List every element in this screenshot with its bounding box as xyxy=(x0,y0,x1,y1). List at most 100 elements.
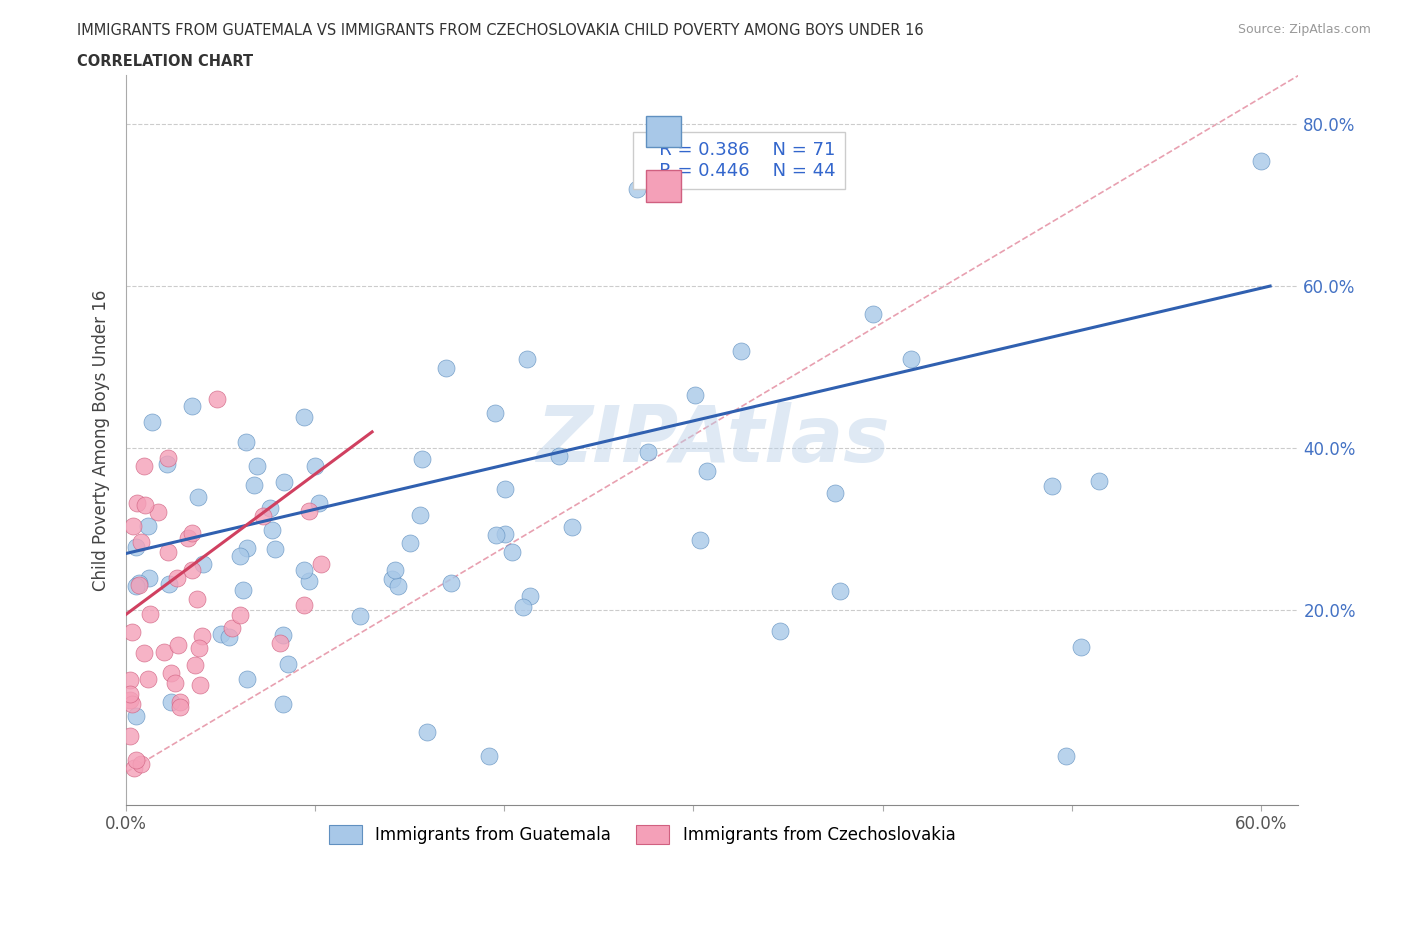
Point xyxy=(626,181,648,196)
Point xyxy=(134,498,156,512)
Point xyxy=(146,505,169,520)
Point xyxy=(308,495,330,510)
Point xyxy=(416,724,439,739)
Point xyxy=(184,658,207,672)
Point xyxy=(191,629,214,644)
Point xyxy=(478,749,501,764)
Point xyxy=(516,352,538,366)
Point xyxy=(311,556,333,571)
Point xyxy=(485,527,508,542)
Point xyxy=(136,671,159,686)
Point xyxy=(141,415,163,430)
Point xyxy=(139,606,162,621)
Point xyxy=(263,542,285,557)
Point xyxy=(243,478,266,493)
Point xyxy=(824,485,846,500)
Point xyxy=(180,563,202,578)
Text: Source: ZipAtlas.com: Source: ZipAtlas.com xyxy=(1237,23,1371,36)
Point xyxy=(125,496,148,511)
Point xyxy=(561,519,583,534)
Point xyxy=(696,464,718,479)
Point xyxy=(484,406,506,421)
Point xyxy=(235,434,257,449)
Point xyxy=(246,458,269,473)
Point xyxy=(125,579,148,594)
Point xyxy=(186,591,208,606)
Point xyxy=(519,589,541,604)
Point xyxy=(494,482,516,497)
Point xyxy=(262,522,284,537)
Point xyxy=(399,535,422,550)
Point xyxy=(121,697,143,711)
Point xyxy=(138,570,160,585)
Point xyxy=(304,458,326,473)
Text: CORRELATION CHART: CORRELATION CHART xyxy=(77,54,253,69)
Point xyxy=(191,556,214,571)
Point xyxy=(769,623,792,638)
Text: ZIPAtlas: ZIPAtlas xyxy=(536,402,889,478)
Point xyxy=(125,539,148,554)
Point xyxy=(221,620,243,635)
Point xyxy=(160,695,183,710)
Point xyxy=(512,599,534,614)
Point xyxy=(125,752,148,767)
Point xyxy=(1088,473,1111,488)
Point xyxy=(169,699,191,714)
Text: IMMIGRANTS FROM GUATEMALA VS IMMIGRANTS FROM CZECHOSLOVAKIA CHILD POVERTY AMONG : IMMIGRANTS FROM GUATEMALA VS IMMIGRANTS … xyxy=(77,23,924,38)
Point xyxy=(292,563,315,578)
Point xyxy=(136,518,159,533)
Point xyxy=(120,729,142,744)
Point xyxy=(218,630,240,644)
Point xyxy=(349,608,371,623)
Point xyxy=(120,692,142,707)
Point xyxy=(160,665,183,680)
Point xyxy=(411,451,433,466)
Point xyxy=(298,574,321,589)
Point xyxy=(259,501,281,516)
FancyBboxPatch shape xyxy=(645,170,681,202)
Point xyxy=(273,475,295,490)
Point xyxy=(187,489,209,504)
Point xyxy=(271,697,294,711)
Point xyxy=(277,657,299,671)
Point xyxy=(1070,639,1092,654)
Point xyxy=(440,575,463,590)
Point xyxy=(1054,749,1077,764)
Point xyxy=(180,525,202,540)
Point xyxy=(900,352,922,366)
Point xyxy=(177,530,200,545)
Point xyxy=(205,392,228,407)
Point xyxy=(381,572,404,587)
Point xyxy=(252,509,274,524)
Point xyxy=(166,637,188,652)
Point xyxy=(434,361,457,376)
Point xyxy=(132,458,155,473)
Point xyxy=(128,578,150,592)
FancyBboxPatch shape xyxy=(645,116,681,147)
Point xyxy=(292,409,315,424)
Point xyxy=(209,626,232,641)
Legend: Immigrants from Guatemala, Immigrants from Czechoslovakia: Immigrants from Guatemala, Immigrants fr… xyxy=(322,818,962,851)
Point xyxy=(156,450,179,465)
Point xyxy=(188,677,211,692)
Point xyxy=(637,445,659,459)
Point xyxy=(828,584,851,599)
Point xyxy=(120,672,142,687)
Point xyxy=(181,399,204,414)
Point xyxy=(122,761,145,776)
Point xyxy=(129,535,152,550)
Point xyxy=(494,526,516,541)
Point xyxy=(121,624,143,639)
Text: R = 0.386    N = 71
   R = 0.446    N = 44: R = 0.386 N = 71 R = 0.446 N = 44 xyxy=(643,141,835,179)
Point xyxy=(120,686,142,701)
Point xyxy=(269,635,291,650)
Point xyxy=(125,709,148,724)
Point xyxy=(134,645,156,660)
Point xyxy=(1250,153,1272,168)
Point xyxy=(292,598,315,613)
Point xyxy=(159,577,181,591)
Point xyxy=(163,675,186,690)
Point xyxy=(156,545,179,560)
Y-axis label: Child Poverty Among Boys Under 16: Child Poverty Among Boys Under 16 xyxy=(93,289,110,591)
Point xyxy=(131,757,153,772)
